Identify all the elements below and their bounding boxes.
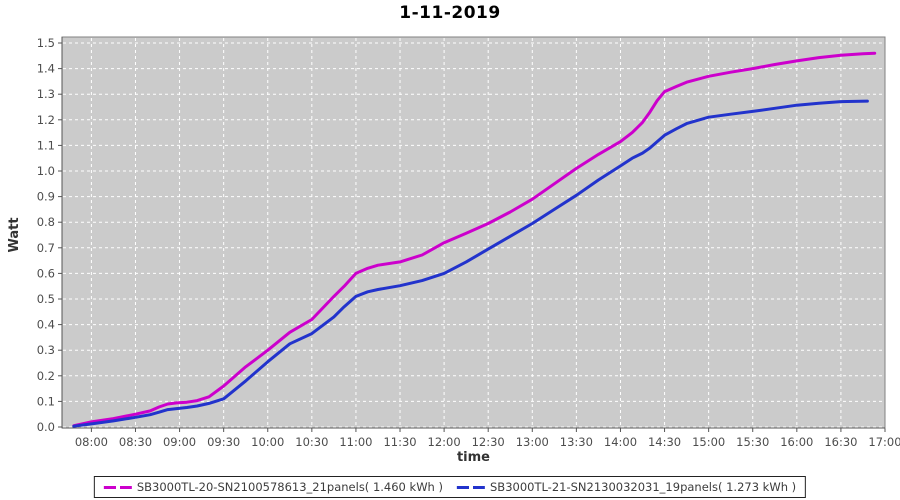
- series-line-1: [72, 99, 869, 428]
- y-tick-label: 0.2: [37, 369, 55, 383]
- x-tick-label: 08:30: [119, 435, 152, 449]
- x-tick-label: 09:30: [207, 435, 240, 449]
- legend-item-series-1: SB3000TL-21-SN2130032031_19panels( 1.273…: [457, 480, 796, 494]
- x-tick-label: 10:00: [251, 435, 284, 449]
- series-1-line-swatch-icon: [457, 485, 485, 489]
- plot-area: [62, 37, 885, 428]
- y-tick-label: 0.4: [37, 318, 55, 332]
- y-tick-label: 0.7: [37, 241, 55, 255]
- y-tick-label: 0.0: [37, 420, 55, 434]
- y-tick-label: 1.2: [37, 113, 55, 127]
- legend-label-series-1: SB3000TL-21-SN2130032031_19panels( 1.273…: [490, 480, 797, 494]
- x-tick-label: 17:00: [868, 435, 900, 449]
- legend: SB3000TL-20-SN2100578613_21panels( 1.460…: [93, 476, 807, 498]
- chart-title: 1-11-2019: [399, 3, 501, 23]
- x-tick-label: 13:30: [560, 435, 593, 449]
- y-tick-label: 0.6: [37, 266, 55, 280]
- x-tick-label: 16:00: [780, 435, 813, 449]
- y-tick-label: 0.5: [37, 292, 55, 306]
- series-0-line-swatch-icon: [103, 485, 132, 489]
- y-tick-label: 0.9: [37, 190, 55, 204]
- x-tick-label: 12:30: [472, 435, 505, 449]
- x-tick-label: 14:30: [648, 435, 681, 449]
- legend-label-series-0: SB3000TL-20-SN2100578613_21panels( 1.460…: [136, 480, 443, 494]
- y-axis-title: Watt: [7, 217, 22, 252]
- x-tick-label: 12:00: [428, 435, 461, 449]
- x-tick-label: 11:30: [383, 435, 416, 449]
- x-tick-label: 13:00: [516, 435, 549, 449]
- x-tick-label: 14:00: [604, 435, 637, 449]
- x-tick-label: 15:00: [692, 435, 725, 449]
- x-tick-label: 15:30: [736, 435, 769, 449]
- x-tick-label: 11:00: [339, 435, 372, 449]
- y-tick-label: 1.5: [37, 36, 55, 50]
- x-tick-label: 08:00: [75, 435, 108, 449]
- legend-item-series-0: SB3000TL-20-SN2100578613_21panels( 1.460…: [103, 480, 443, 494]
- y-tick-label: 0.1: [37, 394, 55, 408]
- y-tick-label: 1.0: [37, 164, 55, 178]
- x-tick-label: 16:30: [824, 435, 857, 449]
- y-tick-label: 1.1: [37, 138, 55, 152]
- x-axis-title: time: [457, 450, 490, 465]
- y-tick-label: 0.3: [37, 343, 55, 357]
- x-tick-label: 10:30: [295, 435, 328, 449]
- y-tick-label: 1.4: [37, 62, 55, 76]
- series-line-0: [72, 51, 877, 428]
- x-tick-label: 09:00: [163, 435, 196, 449]
- y-tick-label: 0.8: [37, 215, 55, 229]
- y-tick-label: 1.3: [37, 87, 55, 101]
